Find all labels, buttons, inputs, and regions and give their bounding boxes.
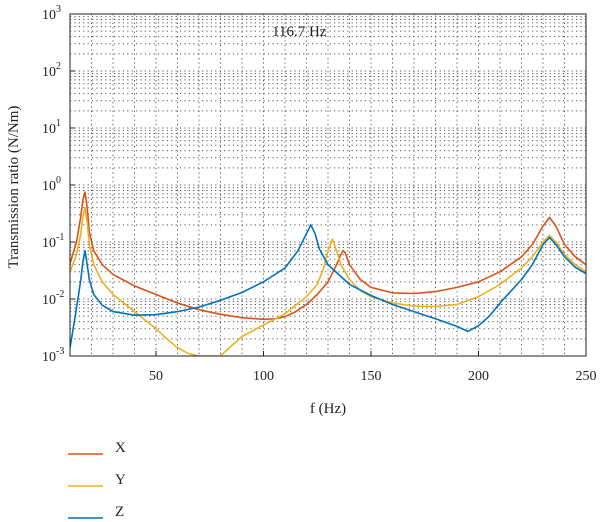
x-tick-label: 250 — [576, 369, 597, 384]
x-tick-label: 200 — [468, 369, 489, 384]
y-tick-label: 102 — [42, 61, 61, 80]
legend-label-z: Z — [115, 504, 124, 520]
legend-label-y: Y — [115, 472, 126, 488]
y-tick-label: 10-3 — [42, 346, 64, 365]
series-lines — [70, 191, 586, 356]
y-tick-label: 10-1 — [42, 232, 64, 251]
legend: XYZ — [68, 440, 126, 520]
axis-ticks: 50 100 150 200 250 10-3 10-2 10-1 100 101 102 103 — [42, 4, 597, 384]
x-tick-label: 150 — [361, 369, 382, 384]
y-tick-label: 10-2 — [42, 289, 64, 308]
x-tick-label: 50 — [149, 369, 163, 384]
series-line-x — [70, 191, 586, 321]
y-axis-label: Transmission ratio (N/Nm) — [6, 106, 22, 269]
y-tick-label: 101 — [42, 118, 61, 137]
x-axis-label: f (Hz) — [310, 401, 346, 417]
series-line-y — [70, 206, 586, 356]
legend-label-x: X — [115, 440, 126, 456]
y-tick-label: 100 — [42, 175, 61, 194]
grid — [70, 14, 586, 356]
x-tick-label: 100 — [253, 369, 274, 384]
series-line-z — [70, 224, 586, 348]
frequency-annotation: 116.7 Hz — [272, 24, 327, 40]
y-tick-label: 103 — [42, 4, 61, 23]
